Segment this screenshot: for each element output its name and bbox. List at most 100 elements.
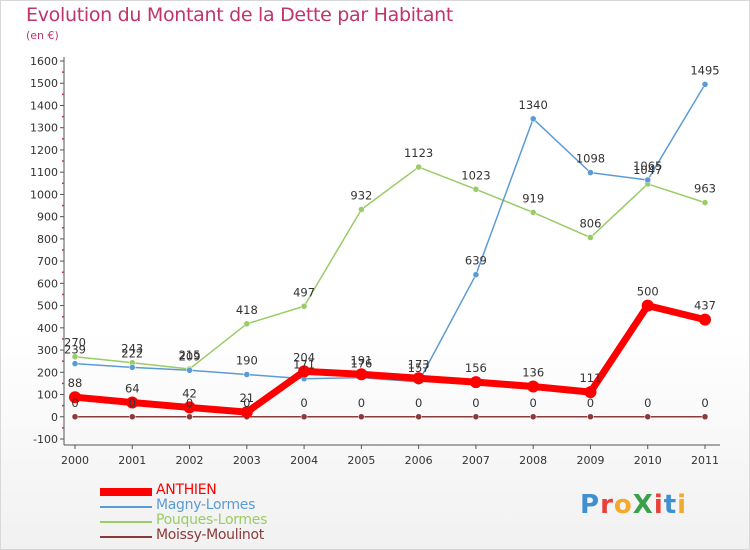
data-point (529, 115, 537, 123)
data-label: 239 (64, 343, 86, 357)
x-tick-label: 2001 (118, 454, 146, 467)
data-point (415, 163, 422, 171)
y-tick-label: 1200 (30, 144, 58, 157)
data-label: 270 (64, 336, 86, 350)
data-label: 0 (129, 396, 136, 410)
y-tick-label: -100 (33, 433, 58, 446)
y-tick-label: 1300 (30, 122, 58, 135)
data-point (69, 391, 81, 404)
data-label: 0 (71, 396, 78, 410)
data-label: 497 (293, 285, 315, 299)
data-label: 0 (644, 396, 651, 410)
data-label: 919 (522, 191, 544, 205)
data-point (472, 271, 480, 278)
data-label: 0 (358, 396, 365, 410)
y-tick-label: 900 (37, 211, 58, 224)
data-point (71, 413, 79, 421)
data-point (358, 413, 365, 421)
data-label: 173 (408, 357, 430, 371)
data-label: 0 (243, 396, 250, 410)
data-label: 1023 (461, 168, 490, 182)
data-point (71, 353, 79, 360)
data-label: 0 (530, 396, 537, 410)
data-label: 639 (465, 254, 487, 268)
data-label: 0 (472, 396, 479, 410)
series-lines (69, 81, 711, 421)
data-point (240, 406, 253, 419)
data-label: 111 (579, 371, 601, 385)
x-tick-label: 2005 (347, 454, 375, 467)
data-label: 806 (579, 217, 601, 231)
data-label: 418 (236, 303, 258, 317)
legend-label-pouques-lormes: Pouques-Lormes (156, 512, 268, 528)
y-tick-label: 1600 (30, 55, 58, 68)
y-tick-label: 500 (37, 300, 58, 313)
data-point (701, 81, 709, 88)
legend-swatch-anthien (100, 488, 152, 496)
data-label: 437 (694, 299, 716, 313)
data-point (355, 368, 368, 381)
x-tick-label: 2008 (519, 454, 547, 467)
data-point (298, 365, 311, 378)
y-tick-label: 1500 (30, 77, 58, 90)
data-label: 1123 (404, 146, 433, 160)
proxiti-logo[interactable]: ProXiti (580, 490, 688, 520)
data-label: 157 (408, 361, 430, 375)
data-point (587, 413, 594, 421)
data-point (644, 413, 651, 421)
data-label: 191 (350, 353, 372, 367)
chart-title: Evolution du Montant de la Dette par Hab… (26, 4, 454, 26)
data-point (587, 169, 594, 176)
data-label: 21 (239, 391, 254, 405)
data-point (529, 413, 537, 421)
y-tick-label: 100 (37, 389, 58, 402)
data-label: 190 (236, 354, 258, 368)
data-point (641, 299, 654, 312)
legend-label-magny-lormes: Magny-Lormes (156, 497, 256, 513)
data-label: 204 (293, 350, 315, 364)
data-point (472, 413, 480, 421)
legend-label-moissy-moulinot: Moissy-Moulinot (156, 527, 264, 543)
data-point (529, 209, 537, 216)
data-point (186, 413, 193, 421)
x-tick-label: 2009 (576, 454, 604, 467)
data-point (469, 376, 482, 389)
data-point (701, 199, 709, 206)
data-label: 0 (701, 396, 708, 410)
data-point (126, 396, 139, 409)
data-label: 0 (415, 396, 422, 410)
data-point (129, 364, 136, 371)
data-label: 1065 (633, 159, 662, 173)
data-point (415, 413, 422, 421)
y-tick-label: 0 (51, 411, 58, 424)
point-labels: 88 64 42 21 204 191 173 156 136 111 500 437 239 222 20… (64, 63, 720, 409)
y-tick-label: 300 (37, 344, 58, 357)
data-point (243, 371, 251, 378)
series-line-anthien (71, 302, 709, 416)
series-line-magny-lormes (74, 83, 706, 383)
data-label: 171 (293, 358, 315, 372)
legend-swatch-moissy-moulinot (100, 536, 152, 538)
y-tick-label: 200 (37, 366, 58, 379)
data-point (584, 386, 597, 399)
x-tick-label: 2006 (405, 454, 433, 467)
y-tick-label: 400 (37, 322, 58, 335)
series-line-pouques-lormes (74, 166, 706, 370)
data-point (412, 372, 425, 385)
data-label: 215 (179, 348, 201, 362)
data-label: 1098 (576, 152, 605, 166)
y-tick-label: 600 (37, 277, 58, 290)
data-point (644, 176, 651, 184)
chart-unit: (en €) (26, 29, 59, 42)
x-tick-label: 2000 (61, 454, 89, 467)
data-label: 1340 (519, 98, 548, 112)
legend-swatch-pouques-lormes (100, 521, 152, 523)
data-label: 0 (587, 396, 594, 410)
x-tick-label: 2004 (290, 454, 318, 467)
data-point (699, 313, 711, 326)
data-label: 0 (186, 396, 193, 410)
data-label: 88 (68, 376, 83, 390)
data-label: 136 (522, 366, 544, 380)
data-point (527, 380, 540, 393)
